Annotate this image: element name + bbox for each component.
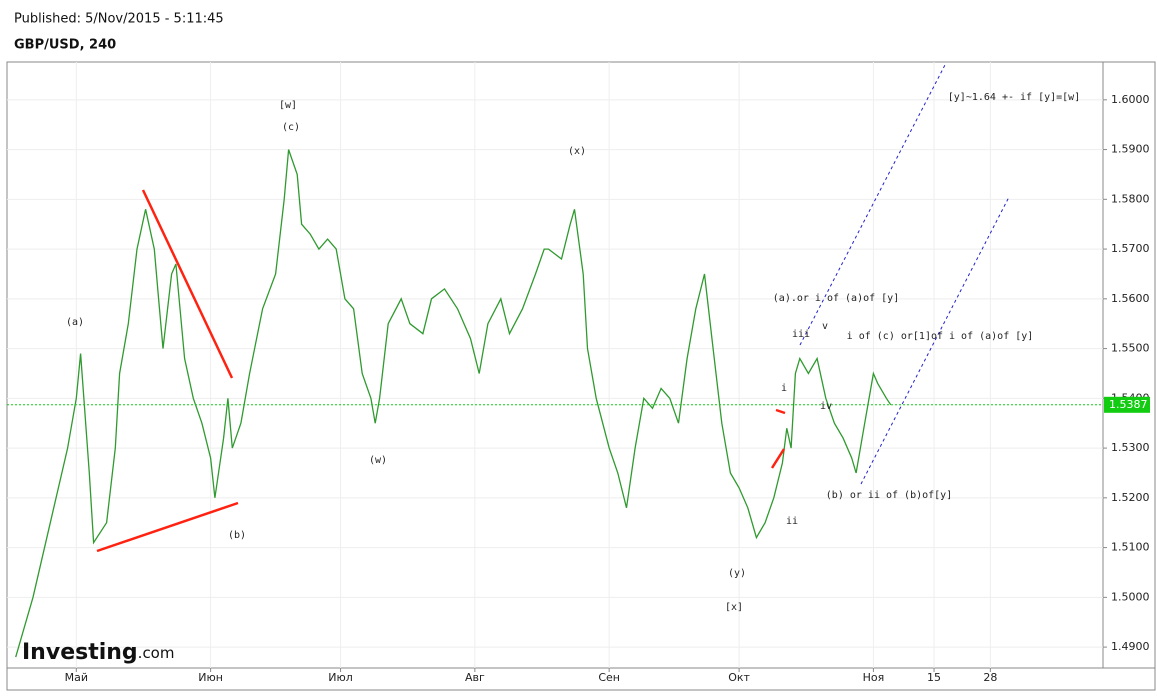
y-tick-label: 1.5300 xyxy=(1111,441,1150,454)
y-tick-label: 1.5900 xyxy=(1111,143,1150,156)
annotation: [y]~1.64 +- if [y]=[w] xyxy=(948,92,1080,103)
annotation: [w] xyxy=(279,100,297,111)
chart-title: GBP/USD, 240 xyxy=(14,38,116,53)
x-tick-label: Авг xyxy=(465,671,485,684)
x-tick-label: Сен xyxy=(598,671,620,684)
y-tick-label: 1.5800 xyxy=(1111,192,1150,205)
last-price-label: 1.5387 xyxy=(1109,398,1148,411)
last-price-box xyxy=(1104,396,1150,413)
annotation: (a).or i of (a)of [y] xyxy=(773,293,899,304)
y-tick-label: 1.4900 xyxy=(1111,640,1150,653)
y-tick-label: 1.6000 xyxy=(1111,93,1150,106)
price-line xyxy=(15,149,892,658)
y-tick-label: 1.5600 xyxy=(1111,292,1150,305)
annotation: v xyxy=(822,321,828,332)
frame xyxy=(6,61,1156,691)
annotation: (w) xyxy=(369,455,387,466)
annotation: (x) xyxy=(568,146,586,157)
y-tick-label: 1.5000 xyxy=(1111,590,1150,603)
annotation: (b) or ii of (b)of[y] xyxy=(826,490,952,501)
y-tick-label: 1.5200 xyxy=(1111,491,1150,504)
red-lines xyxy=(96,189,786,553)
x-tick-label: Май xyxy=(65,671,88,684)
annotation: (y) xyxy=(728,568,746,579)
y-tick-label: 1.5500 xyxy=(1111,342,1150,355)
channel-line xyxy=(799,62,947,346)
y-tick-label: 1.5700 xyxy=(1111,242,1150,255)
logo: Investing.com xyxy=(22,640,174,665)
trend-line xyxy=(141,189,234,379)
annotation: (c) xyxy=(282,122,300,133)
trend-line xyxy=(96,501,239,553)
annotation: i xyxy=(781,383,787,394)
x-tick-label: 15 xyxy=(927,671,941,684)
x-tick-label: Июн xyxy=(198,671,223,684)
published: Published: 5/Nov/2015 - 5:11:45 xyxy=(14,12,224,27)
trend-line xyxy=(770,448,786,469)
x-tick-label: Ноя xyxy=(863,671,885,684)
annotation: (a) xyxy=(66,317,84,328)
annotation: iii xyxy=(792,329,810,340)
annotation: ii xyxy=(786,516,798,527)
annotation: i of (c) or[1]of i of (a)of [y] xyxy=(847,331,1034,342)
x-tick-label: Окт xyxy=(728,671,750,684)
x-tick-label: Июл xyxy=(328,671,353,684)
annotation: iv xyxy=(820,401,832,412)
y-tick-label: 1.5100 xyxy=(1111,541,1150,554)
channel xyxy=(799,62,1010,485)
x-tick-label: 28 xyxy=(983,671,997,684)
annotation: [x] xyxy=(725,602,743,613)
annotation: (b) xyxy=(228,530,246,541)
trend-line xyxy=(775,408,786,415)
